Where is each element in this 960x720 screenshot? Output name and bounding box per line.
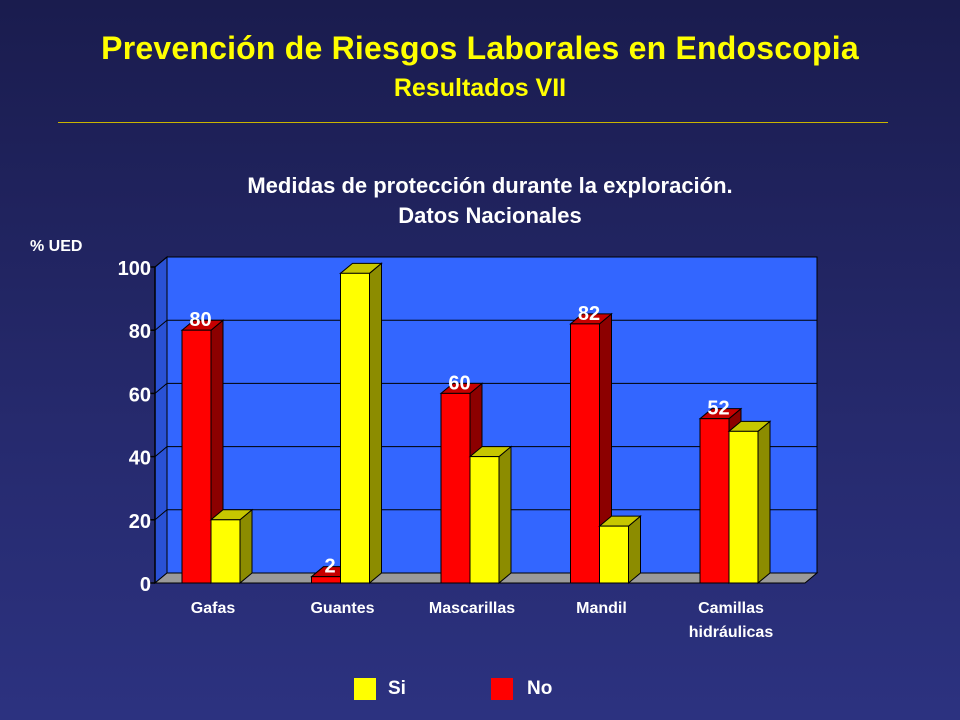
y-tick-label: 0 — [140, 574, 151, 596]
bar-si — [469, 456, 500, 584]
legend-swatch-no — [491, 678, 513, 700]
data-label-no: 82 — [578, 303, 600, 325]
chart-subtitle: Datos Nacionales — [398, 203, 582, 228]
bar-no — [440, 392, 471, 584]
slide-subtitle: Resultados VII — [393, 74, 567, 102]
legend-swatch-si — [354, 678, 376, 700]
x-tick-label: Mascarillas — [429, 600, 515, 617]
slide-title: Prevención de Riesgos Laborales en Endos… — [101, 30, 859, 66]
legend-label-si: Si — [388, 678, 406, 699]
data-label-no: 52 — [707, 398, 729, 420]
data-label-no: 80 — [189, 309, 211, 331]
y-tick-label: 40 — [129, 448, 151, 470]
bar-side-si — [757, 420, 771, 585]
bar-side-si — [239, 508, 253, 585]
y-tick-label: 20 — [129, 511, 151, 533]
bar-no — [570, 323, 600, 584]
bar-no — [181, 329, 212, 584]
bar-side-si — [628, 515, 641, 585]
gridline-side — [154, 256, 168, 268]
chart-title: Medidas de protección durante la explora… — [247, 173, 733, 198]
plot-side-wall — [154, 255, 168, 585]
data-label-no: 2 — [324, 556, 335, 578]
x-tick-label: Guantes — [310, 600, 374, 617]
bar-si — [599, 525, 629, 584]
x-tick-label: Camillas — [698, 600, 764, 617]
bar-si — [340, 272, 370, 584]
gridline-side — [154, 319, 168, 331]
y-tick-label: 60 — [129, 384, 151, 406]
legend-label-no: No — [527, 678, 553, 699]
y-tick-label: 100 — [118, 258, 151, 280]
x-tick-label: Gafas — [191, 600, 236, 617]
data-label-no: 60 — [448, 372, 470, 394]
gridline-side — [154, 446, 168, 457]
x-tick-label: Mandil — [576, 600, 627, 617]
y-axis-label: % UED — [30, 238, 82, 255]
y-tick-label: 80 — [129, 321, 151, 343]
bar-no — [699, 418, 730, 584]
x-tick-label: hidráulicas — [689, 624, 774, 641]
bar-si — [210, 519, 241, 584]
bar-side-si — [369, 262, 382, 585]
bar-si — [728, 430, 759, 584]
chart-title-block: Medidas de protección durante la explora… — [150, 171, 830, 231]
bar-side-si — [498, 445, 512, 585]
gridline-side — [154, 509, 168, 521]
gridline-side — [154, 383, 168, 394]
title-divider — [58, 122, 888, 123]
